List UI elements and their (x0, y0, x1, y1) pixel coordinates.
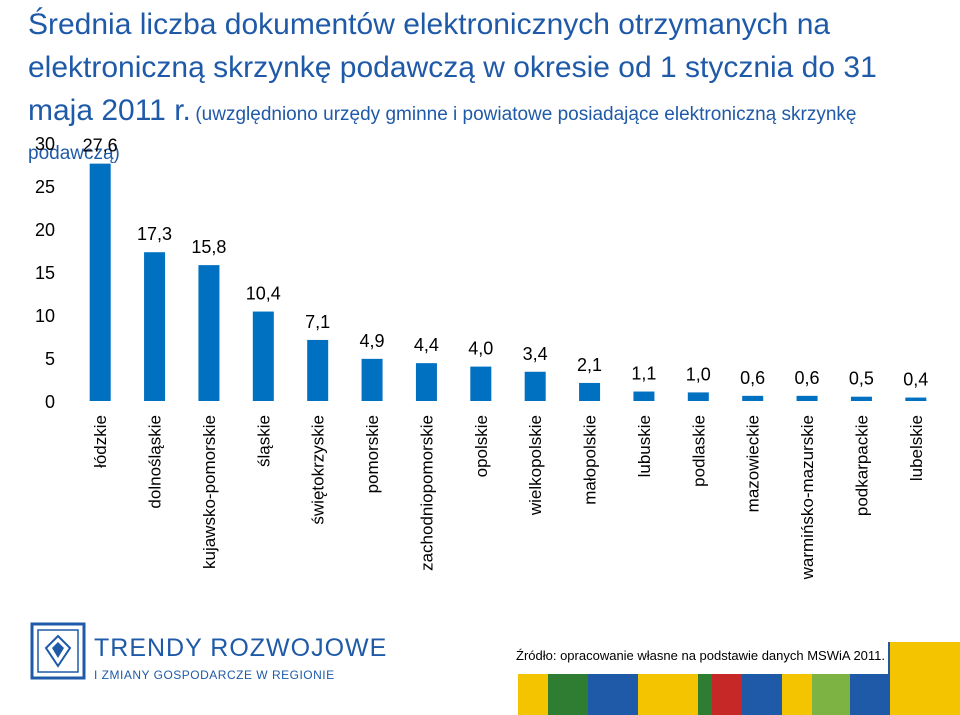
data-label: 2,1 (577, 355, 602, 375)
data-label: 7,1 (305, 312, 330, 332)
logo-emblem-icon (30, 622, 86, 680)
x-tick-label: podkarpackie (852, 415, 871, 516)
data-label: 0,6 (795, 368, 820, 388)
bar (415, 363, 437, 401)
bar (307, 339, 329, 401)
y-tick-label: 15 (35, 263, 55, 283)
x-tick-label: lubelskie (907, 415, 926, 481)
data-label: 1,0 (686, 364, 711, 384)
bar (361, 358, 383, 401)
bar (198, 265, 220, 401)
x-tick-label: dolnośląskie (146, 415, 165, 509)
logo-name: TRENDY ROZWOJOWE (94, 634, 388, 662)
y-tick-label: 25 (35, 177, 55, 197)
bar (742, 395, 764, 401)
data-label: 10,4 (246, 284, 281, 304)
x-tick-label: opolskie (472, 415, 491, 477)
y-tick-label: 30 (35, 134, 55, 154)
data-label: 4,0 (468, 339, 493, 359)
x-tick-label: warmińsko-mazurskie (798, 415, 817, 580)
chart-subtitle: (uwzględniono urzędy gminne i powiatowe … (28, 104, 857, 164)
data-label: 27,6 (83, 136, 118, 156)
bar (850, 396, 872, 401)
x-tick-label: świętokrzyskie (309, 415, 328, 525)
bar (252, 311, 274, 401)
x-tick-label: wielkopolskie (526, 415, 545, 516)
decorative-stripe (890, 642, 960, 715)
decorative-stripes (508, 640, 960, 715)
y-tick-label: 10 (35, 306, 55, 326)
bar (524, 371, 546, 401)
data-label: 0,6 (740, 368, 765, 388)
y-tick-label: 20 (35, 220, 55, 240)
x-tick-label: kujawsko-pomorskie (200, 415, 219, 569)
data-label: 0,5 (849, 369, 874, 389)
x-tick-label: śląskie (254, 415, 273, 467)
source-note: Źródło: opracowanie własne na podstawie … (516, 648, 886, 663)
footer: TRENDY ROZWOJOWE I ZMIANY GOSPODARCZE W … (0, 612, 960, 715)
bar (905, 397, 927, 401)
y-tick-label: 5 (45, 349, 55, 369)
x-tick-label: podlaskie (689, 415, 708, 487)
x-tick-label: małopolskie (581, 415, 600, 505)
bar (633, 391, 655, 401)
data-label: 15,8 (191, 237, 226, 257)
data-label: 3,4 (523, 344, 548, 364)
x-tick-label: pomorskie (363, 415, 382, 493)
data-label: 4,9 (360, 331, 385, 351)
x-tick-label: lubuskie (635, 415, 654, 477)
data-label: 4,4 (414, 335, 439, 355)
logo-tagline: I ZMIANY GOSPODARCZE W REGIONIE (94, 668, 335, 682)
bar-chart: 0 5 10 15 20 25 30 27,6 łódzkie 17,3 dolnośląskie 1… (35, 134, 928, 580)
bar (89, 163, 111, 401)
x-tick-label: zachodniopomorskie (417, 415, 436, 571)
bar (470, 366, 492, 401)
bar (687, 392, 709, 401)
x-tick-label: łódzkie (91, 415, 110, 468)
y-tick-label: 0 (45, 392, 55, 412)
chart-title-main: Średnia liczba dokumentów elektronicznyc… (28, 8, 877, 127)
data-label: 0,4 (903, 370, 928, 390)
data-label: 17,3 (137, 224, 172, 244)
bar (579, 382, 601, 401)
data-label: 1,1 (631, 364, 656, 384)
source-background (508, 640, 888, 674)
chart-title: Średnia liczba dokumentów elektronicznyc… (28, 6, 948, 174)
bar (796, 395, 818, 401)
bar (144, 252, 166, 401)
x-tick-label: mazowieckie (744, 415, 763, 512)
